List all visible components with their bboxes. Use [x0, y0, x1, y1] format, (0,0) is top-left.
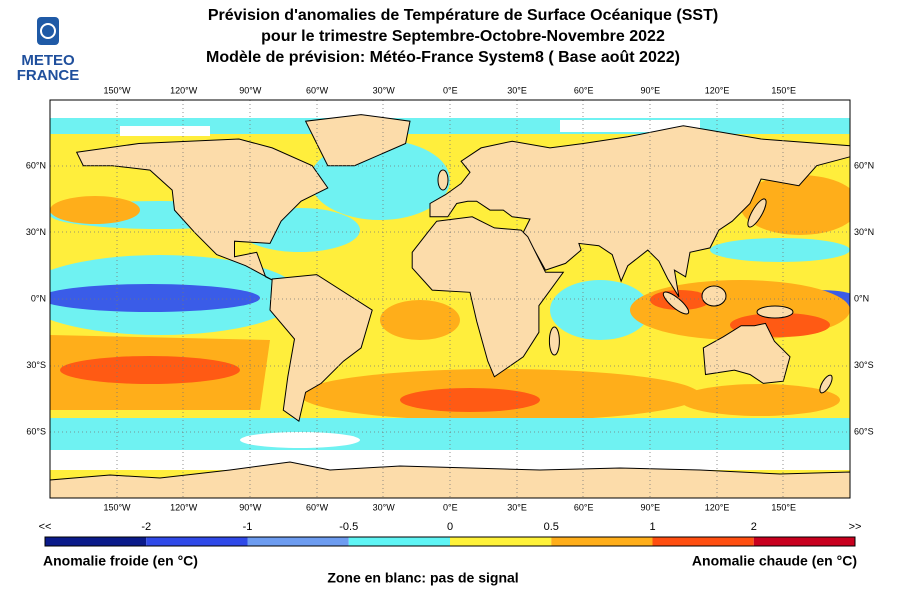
- logo-text: FRANCE: [17, 67, 80, 84]
- colorbar-label: 2: [751, 521, 757, 533]
- lat-label: 60°N: [854, 160, 874, 170]
- colorbar-label: 0: [447, 521, 453, 533]
- lon-label: 120°W: [170, 85, 198, 95]
- lon-label: 0°E: [443, 502, 458, 512]
- lat-label: 30°N: [26, 227, 46, 237]
- colorbar-label: <<: [39, 521, 52, 533]
- lat-label: 60°S: [26, 426, 46, 436]
- lon-label: 30°E: [507, 502, 527, 512]
- legend-note: Zone en blanc: pas de signal: [327, 570, 518, 586]
- legend-warm: Anomalie chaude (en °C): [692, 553, 857, 569]
- logo-icon-mark: [40, 23, 56, 39]
- lon-label: 60°W: [306, 85, 329, 95]
- logo: METEO FRANCE: [17, 17, 80, 84]
- colorbar-label: 0.5: [544, 521, 559, 533]
- lat-label: 60°S: [854, 426, 874, 436]
- graticule: [50, 100, 850, 498]
- lon-label: 150°W: [103, 85, 131, 95]
- lat-label: 60°N: [26, 160, 46, 170]
- lat-label: 30°N: [854, 227, 874, 237]
- lon-label: 90°E: [641, 502, 661, 512]
- title: Prévision d'anomalies de Température de …: [208, 7, 718, 24]
- logo-icon: [37, 17, 59, 45]
- lat-label: 0°N: [31, 293, 46, 303]
- lon-label: 120°W: [170, 502, 198, 512]
- lon-label: 30°E: [507, 85, 527, 95]
- lon-label: 90°W: [239, 502, 262, 512]
- lon-label: 150°E: [771, 85, 796, 95]
- lon-label: 150°W: [103, 502, 131, 512]
- map-frame: [49, 99, 851, 499]
- lat-label: 30°S: [854, 360, 874, 370]
- colorbar-label: -2: [141, 521, 151, 533]
- title: Modèle de prévision: Météo-France System…: [206, 49, 680, 66]
- lon-label: 30°W: [373, 502, 396, 512]
- lon-label: 90°E: [641, 85, 661, 95]
- colorbar-label: -1: [243, 521, 253, 533]
- logo-text: METEO: [21, 52, 75, 69]
- legend-cold: Anomalie froide (en °C): [43, 553, 198, 569]
- lon-label: 30°W: [373, 85, 396, 95]
- lon-label: 0°E: [443, 85, 458, 95]
- lon-label: 120°E: [705, 502, 730, 512]
- colorbar-label: >>: [849, 521, 862, 533]
- lon-label: 60°E: [574, 502, 594, 512]
- lon-label: 120°E: [705, 85, 730, 95]
- lat-label: 30°S: [26, 360, 46, 370]
- lon-label: 60°W: [306, 502, 329, 512]
- lon-label: 60°E: [574, 85, 594, 95]
- lon-label: 150°E: [771, 502, 796, 512]
- map: [49, 99, 851, 499]
- colorbar-label: 1: [649, 521, 655, 533]
- colorbar: [44, 536, 856, 547]
- lat-label: 0°N: [854, 293, 869, 303]
- colorbar-label: -0.5: [339, 521, 358, 533]
- title: pour le trimestre Septembre-Octobre-Nove…: [261, 28, 665, 45]
- lon-label: 90°W: [239, 85, 262, 95]
